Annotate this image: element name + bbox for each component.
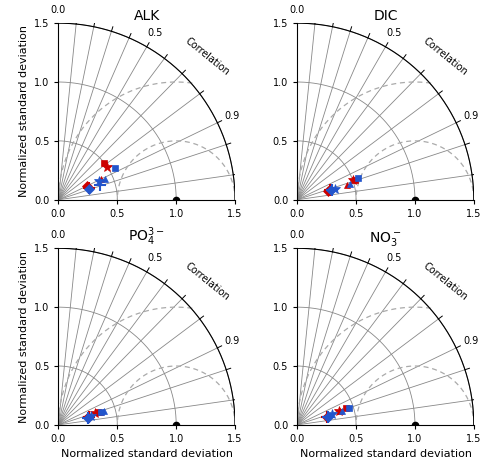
Title: ALK: ALK	[134, 9, 160, 23]
Text: Correlation: Correlation	[182, 261, 231, 303]
Text: 0.9: 0.9	[464, 111, 478, 120]
Text: 0.5: 0.5	[148, 252, 162, 263]
Text: 0.5: 0.5	[386, 252, 402, 263]
Text: 0.9: 0.9	[224, 336, 240, 345]
Text: 0.9: 0.9	[224, 111, 240, 120]
Title: PO$_4^{3-}$: PO$_4^{3-}$	[128, 226, 165, 248]
X-axis label: Normalized standard deviation: Normalized standard deviation	[300, 450, 472, 459]
Text: 0.0: 0.0	[290, 230, 305, 240]
Text: 0.0: 0.0	[51, 5, 66, 15]
Text: 0.0: 0.0	[290, 5, 305, 15]
Y-axis label: Normalized standard deviation: Normalized standard deviation	[18, 251, 28, 423]
X-axis label: Normalized standard deviation: Normalized standard deviation	[61, 450, 233, 459]
Text: Correlation: Correlation	[422, 36, 470, 78]
Text: Correlation: Correlation	[422, 261, 470, 303]
Text: 0.9: 0.9	[464, 336, 478, 345]
Text: 0.0: 0.0	[51, 230, 66, 240]
Text: Correlation: Correlation	[182, 36, 231, 78]
Title: NO$_3^-$: NO$_3^-$	[370, 230, 402, 248]
Title: DIC: DIC	[374, 9, 398, 23]
Text: 0.5: 0.5	[148, 27, 162, 38]
Text: 0.5: 0.5	[386, 27, 402, 38]
Y-axis label: Normalized standard deviation: Normalized standard deviation	[18, 26, 28, 198]
